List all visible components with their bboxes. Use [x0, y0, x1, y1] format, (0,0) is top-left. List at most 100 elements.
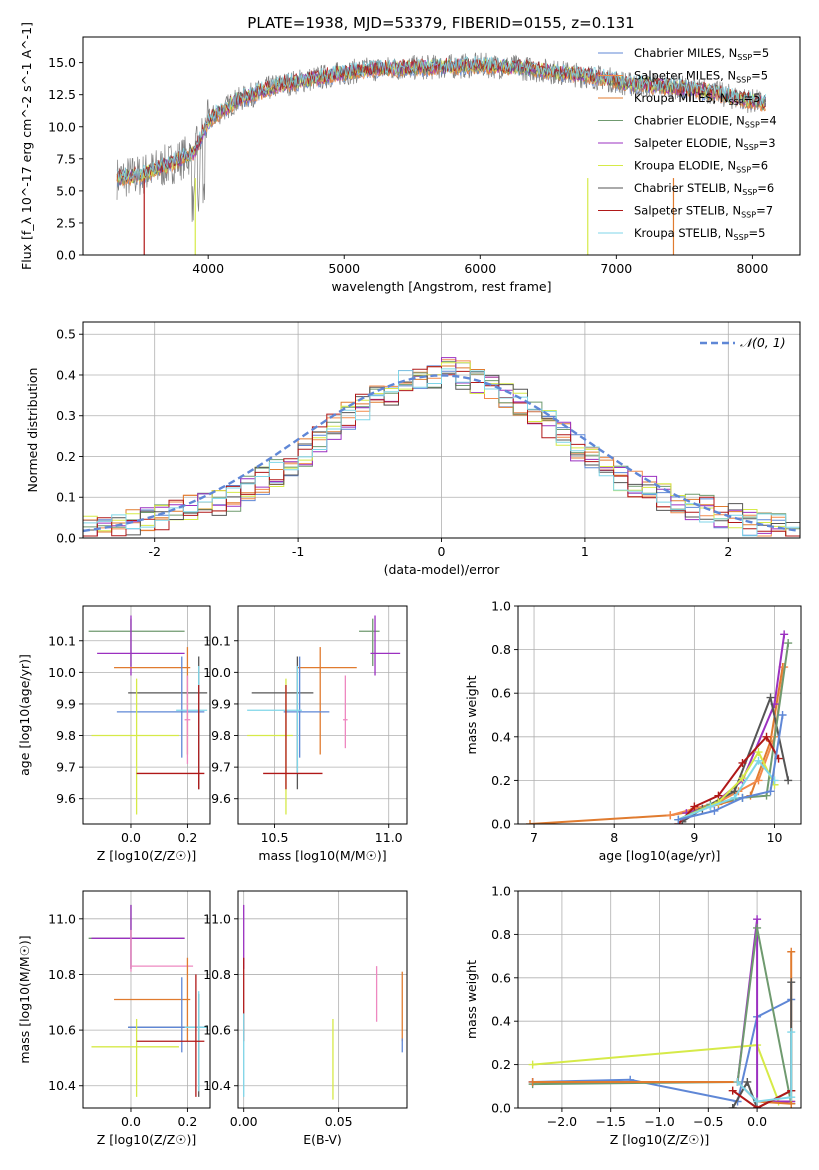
weight-vs-age-panel: 7 8 9 10 0.0 0.2 0.4 0.6 0.8 1.0 age [log10(age/yr…: [464, 599, 802, 863]
y-tick-label: 1.0: [491, 884, 511, 899]
data-point: [114, 957, 191, 1042]
y-tick-label: 10.4: [203, 1078, 231, 1093]
spectrum-lines: [116, 52, 767, 255]
weight-marker: [728, 1104, 737, 1108]
mass-vs-ebv-panel: 0.00 0.05 10.4 10.6 10.8 11.0 E(B-V): [203, 890, 408, 1147]
weight-marker: [784, 639, 793, 648]
x-tick-label: 0.00: [230, 1114, 258, 1129]
error-bars: [88, 904, 208, 1097]
data-point: [130, 929, 194, 972]
data-point: [91, 678, 179, 815]
x-tick-label: 2: [724, 544, 732, 559]
axes-frame: [82, 36, 801, 256]
weight-marker: [690, 802, 699, 811]
data-point: [88, 618, 185, 667]
y-tick-label: 12.5: [48, 87, 76, 102]
y-tick-label: 0.6: [491, 970, 511, 985]
legend-entry: Salpeter MILES, NSSP=5: [634, 69, 768, 85]
x-tick-label: 0.05: [325, 1114, 353, 1129]
spectrum-legend: Chabrier MILES, NSSP=5 Salpeter MILES, NS…: [598, 46, 777, 242]
data-point: [263, 684, 323, 790]
y-tick-label: 5.0: [56, 183, 76, 198]
weight-marker: [710, 806, 719, 815]
y-tick-label: 0.0: [56, 248, 76, 263]
data-point: [370, 615, 401, 676]
y-tick-label: 9.6: [211, 791, 231, 806]
axes-frame: [82, 890, 211, 1109]
legend-entry: Chabrier STELIB, NSSP=6: [634, 181, 774, 197]
error-bars: [88, 615, 208, 815]
y-tick-label: 10.4: [48, 1078, 76, 1093]
y-tick-label: 0.2: [56, 449, 76, 464]
y-axis-label: age [log10(age/yr)]: [17, 654, 32, 776]
gaussian-curve: [83, 374, 800, 533]
legend-entry: Salpeter ELODIE, NSSP=3: [634, 136, 776, 152]
y-tick-label: 9.8: [56, 728, 76, 743]
weight-marker: [766, 787, 775, 796]
x-axis-label: E(B-V): [303, 1132, 342, 1147]
y-axis-label: mass weight: [464, 960, 479, 1039]
weight-marker: [738, 758, 747, 767]
y-tick-label: 11.0: [48, 911, 76, 926]
error-bars: [247, 615, 401, 815]
data-point: [116, 656, 205, 758]
data-point: [251, 656, 314, 790]
y-tick-label: 7.5: [56, 151, 76, 166]
legend-entry: Chabrier MILES, NSSP=5: [634, 46, 769, 62]
age-vs-Z-panel: 0.0 0.2 9.6 9.7 9.8 9.9 10.0 10.1 Z [log10(Z/Z☉)…: [17, 605, 211, 863]
weight-marker: [706, 802, 715, 811]
weight-marker: [754, 756, 763, 765]
weight-marker: [528, 1060, 537, 1069]
y-tick-label: 10.1: [203, 633, 231, 648]
x-tick-label: 0.0: [121, 830, 141, 845]
axes-frame: [237, 605, 408, 825]
weight-marker: [778, 711, 787, 719]
legend-entry: Kroupa ELODIE, NSSP=6: [634, 159, 768, 175]
x-axis-label: age [log10(age/yr)]: [599, 848, 721, 863]
y-tick-label: 1.0: [491, 599, 511, 614]
y-axis-label: Normed distribution: [25, 368, 40, 493]
x-axis-label: wavelength [Angstrom, rest frame]: [331, 279, 551, 294]
weight-marker: [526, 820, 535, 824]
weight-marker: [787, 1028, 796, 1037]
y-tick-label: 2.5: [56, 215, 76, 230]
x-tick-label: −0.5: [693, 1114, 723, 1129]
x-tick-label: 7: [530, 830, 538, 845]
weight-line: [677, 735, 780, 824]
data-point: [114, 647, 191, 755]
x-tick-label: 9: [690, 830, 698, 845]
weight-vs-Z-panel: −2.0 −1.5 −1.0 −0.5 0.0 0.0 0.2 0.4 0.6 0.8 1.0 Z […: [464, 884, 802, 1147]
y-tick-label: 9.6: [56, 791, 76, 806]
x-tick-label: -1: [292, 544, 304, 559]
y-axis-label: mass weight: [464, 675, 479, 754]
x-axis-label: Z [log10(Z/Z☉)]: [97, 1132, 197, 1147]
axes-frame: [517, 605, 802, 825]
data-point: [97, 615, 185, 676]
weight-marker: [766, 693, 775, 702]
x-axis-label: Z [log10(Z/Z☉)]: [610, 1132, 710, 1147]
weight-lines: [528, 915, 796, 1108]
data-point: [297, 647, 357, 755]
weight-marker: [754, 748, 763, 757]
y-tick-label: 0.4: [491, 729, 511, 744]
weight-marker: [780, 630, 789, 639]
legend-entry: Kroupa STELIB, NSSP=5: [634, 226, 765, 242]
axes-frame: [237, 890, 408, 1109]
x-tick-label: -2: [148, 544, 160, 559]
y-tick-label: 0.4: [491, 1014, 511, 1029]
model-line-kroupa-stelib: [116, 55, 766, 181]
x-tick-label: 1: [581, 544, 589, 559]
weight-marker: [528, 1077, 537, 1086]
axes-frame: [82, 321, 801, 539]
x-tick-label: −2.0: [547, 1114, 577, 1129]
weight-marker: [733, 1077, 742, 1086]
y-tick-label: 0.8: [491, 642, 511, 657]
data-point: [128, 656, 208, 790]
x-tick-label: −1.0: [644, 1114, 674, 1129]
y-tick-label: 10.6: [48, 1023, 76, 1038]
data-point: [88, 904, 185, 969]
legend-entry: 𝒩(0, 1): [740, 335, 786, 350]
weight-marker: [674, 815, 683, 824]
weight-lines: [526, 630, 793, 824]
